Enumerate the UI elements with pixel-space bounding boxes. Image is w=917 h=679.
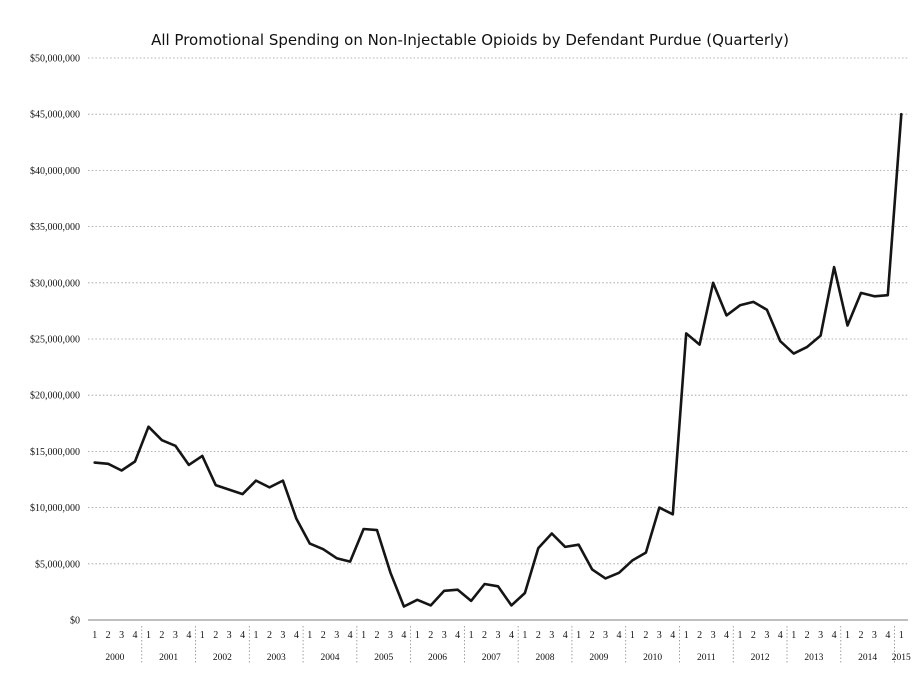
quarter-tick-label: 2 <box>858 630 863 641</box>
quarter-tick-label: 1 <box>684 630 689 641</box>
quarter-tick-label: 4 <box>778 630 783 641</box>
quarter-tick-label: 4 <box>294 630 299 641</box>
y-tick-label: $15,000,000 <box>30 447 80 458</box>
quarter-tick-label: 2 <box>697 630 702 641</box>
quarter-tick-label: 2 <box>536 630 541 641</box>
quarter-tick-label: 4 <box>724 630 729 641</box>
quarter-tick-label: 1 <box>737 630 742 641</box>
quarter-tick-label: 4 <box>563 630 568 641</box>
chart-title: All Promotional Spending on Non-Injectab… <box>151 31 789 49</box>
quarter-tick-label: 1 <box>899 630 904 641</box>
quarter-tick-label: 1 <box>415 630 420 641</box>
quarter-tick-label: 1 <box>200 630 205 641</box>
year-tick-label: 2002 <box>213 653 232 663</box>
quarter-tick-label: 1 <box>845 630 850 641</box>
quarter-tick-label: 2 <box>805 630 810 641</box>
y-tick-label: $40,000,000 <box>30 166 80 177</box>
quarter-tick-label: 4 <box>348 630 353 641</box>
quarter-tick-label: 1 <box>307 630 312 641</box>
y-tick-label: $30,000,000 <box>30 278 80 289</box>
year-tick-label: 2009 <box>589 653 608 663</box>
quarter-tick-label: 4 <box>455 630 460 641</box>
quarter-tick-label: 1 <box>361 630 366 641</box>
year-tick-label: 2000 <box>105 653 124 663</box>
quarter-tick-label: 2 <box>643 630 648 641</box>
quarter-tick-label: 1 <box>92 630 97 641</box>
year-tick-label: 2006 <box>428 653 447 663</box>
quarter-tick-label: 3 <box>442 630 447 641</box>
quarter-tick-label: 1 <box>254 630 259 641</box>
quarter-tick-label: 2 <box>321 630 326 641</box>
y-tick-label: $35,000,000 <box>30 222 80 233</box>
quarter-tick-label: 3 <box>334 630 339 641</box>
quarter-tick-label: 3 <box>280 630 285 641</box>
quarter-tick-label: 2 <box>428 630 433 641</box>
year-tick-label: 2012 <box>751 653 770 663</box>
quarter-tick-label: 3 <box>227 630 232 641</box>
quarter-tick-label: 4 <box>186 630 191 641</box>
quarter-tick-label: 2 <box>267 630 272 641</box>
year-tick-label: 2010 <box>643 653 662 663</box>
year-tick-label: 2008 <box>536 653 555 663</box>
quarter-tick-label: 2 <box>213 630 218 641</box>
series-layer <box>93 112 903 608</box>
quarter-tick-label: 4 <box>509 630 514 641</box>
quarter-tick-label: 1 <box>146 630 151 641</box>
quarter-tick-label: 2 <box>106 630 111 641</box>
quarter-tick-label: 3 <box>711 630 716 641</box>
y-tick-label: $5,000,000 <box>35 559 80 570</box>
quarter-tick-label: 1 <box>630 630 635 641</box>
quarter-tick-label: 4 <box>133 630 138 641</box>
quarter-tick-label: 2 <box>482 630 487 641</box>
quarter-tick-label: 4 <box>240 630 245 641</box>
y-tick-label: $50,000,000 <box>30 54 80 65</box>
series-line <box>93 112 903 608</box>
year-tick-label: 2011 <box>697 653 716 663</box>
y-tick-label: $10,000,000 <box>30 503 80 514</box>
quarter-tick-label: 2 <box>159 630 164 641</box>
quarter-tick-label: 3 <box>496 630 501 641</box>
quarter-tick-label: 1 <box>791 630 796 641</box>
y-tick-label: $0 <box>70 616 80 627</box>
quarter-tick-label: 3 <box>119 630 124 641</box>
year-tick-label: 2003 <box>267 653 286 663</box>
quarter-tick-label: 4 <box>832 630 837 641</box>
quarter-tick-label: 2 <box>751 630 756 641</box>
quarter-tick-label: 4 <box>885 630 890 641</box>
quarter-tick-label: 3 <box>549 630 554 641</box>
y-tick-label: $45,000,000 <box>30 110 80 121</box>
year-tick-label: 2001 <box>159 653 178 663</box>
y-axis-tick-labels: $0 $5,000,000 $10,000,000 $15,000,000 $20,00… <box>30 54 80 627</box>
quarter-tick-label: 2 <box>375 630 380 641</box>
year-tick-label: 2015 <box>892 653 911 663</box>
year-tick-label: 2014 <box>858 653 877 663</box>
y-tick-label: $25,000,000 <box>30 335 80 346</box>
year-tick-label: 2007 <box>482 653 501 663</box>
y-tick-label: $20,000,000 <box>30 391 80 402</box>
quarter-tick-label: 1 <box>522 630 527 641</box>
quarter-tick-label: 3 <box>173 630 178 641</box>
year-tick-label: 2013 <box>804 653 823 663</box>
year-tick-label: 2005 <box>374 653 393 663</box>
quarter-tick-label: 3 <box>388 630 393 641</box>
quarter-tick-label: 3 <box>872 630 877 641</box>
quarter-tick-label: 4 <box>401 630 406 641</box>
quarter-tick-label: 1 <box>576 630 581 641</box>
quarter-tick-label: 2 <box>590 630 595 641</box>
quarter-tick-label: 4 <box>616 630 621 641</box>
quarter-tick-label: 4 <box>670 630 675 641</box>
quarter-tick-label: 3 <box>818 630 823 641</box>
quarter-tick-label: 3 <box>603 630 608 641</box>
quarter-tick-label: 3 <box>764 630 769 641</box>
quarter-tick-label: 1 <box>469 630 474 641</box>
gridlines <box>88 57 908 565</box>
year-tick-label: 2004 <box>320 653 339 663</box>
quarter-tick-label: 3 <box>657 630 662 641</box>
